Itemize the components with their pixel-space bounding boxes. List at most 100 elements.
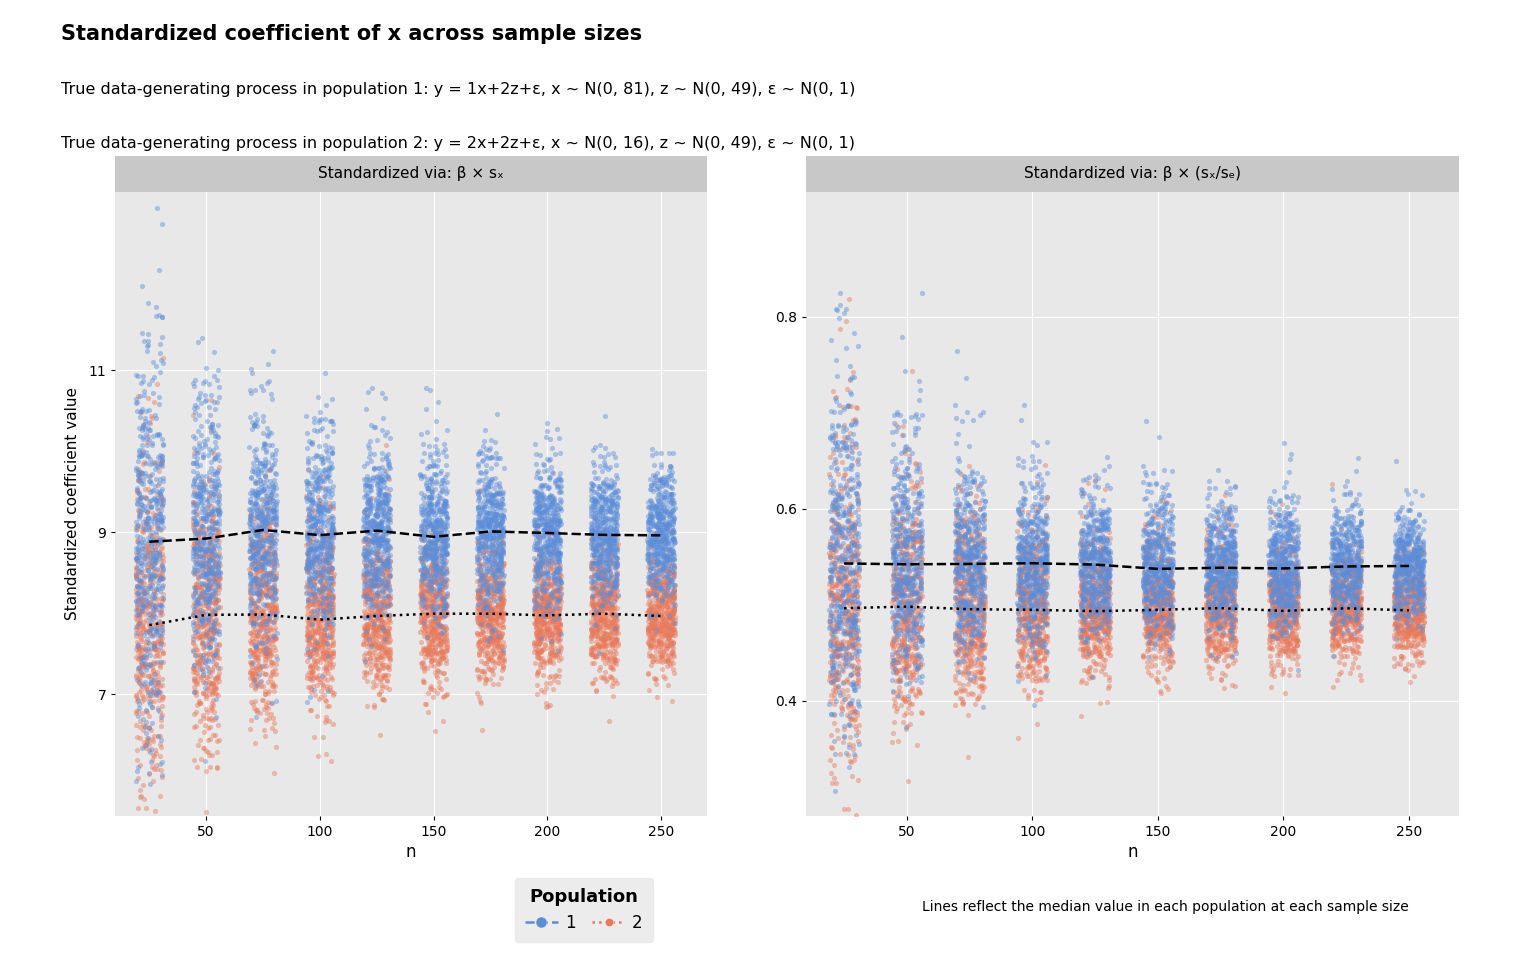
Point [1095,611,1120,626]
Point [641,535,665,550]
Point [948,555,972,570]
Point [522,538,547,553]
Point [581,477,605,492]
Point [1084,618,1109,634]
Point [1210,579,1235,594]
Point [969,565,994,581]
Point [1327,564,1352,580]
Point [1014,592,1038,608]
Point [1086,522,1111,538]
Point [237,654,261,669]
Point [1031,598,1055,613]
Point [364,610,389,625]
Point [140,554,164,569]
Point [433,520,458,536]
Point [524,502,548,517]
Point [547,582,571,597]
Point [906,669,931,684]
Point [1134,629,1158,644]
Point [237,562,261,577]
Point [310,564,335,579]
Point [1218,580,1243,595]
Point [1326,632,1350,647]
Point [1143,525,1167,540]
Point [653,519,677,535]
Point [432,573,456,588]
Point [137,617,161,633]
Point [356,605,381,620]
Point [310,578,335,593]
Point [1395,625,1419,640]
Point [151,473,175,489]
Point [476,506,501,521]
Point [409,562,433,577]
Point [637,603,662,618]
Point [313,709,338,725]
Point [416,490,441,505]
Point [1132,559,1157,574]
Point [895,514,920,529]
Point [260,510,284,525]
Point [641,468,665,483]
Point [129,580,154,595]
Point [181,473,206,489]
Point [819,498,843,514]
Point [650,595,674,611]
Point [367,607,392,622]
Point [1395,602,1419,617]
Point [195,651,220,666]
Point [1273,593,1298,609]
Point [1014,567,1038,583]
Point [481,506,505,521]
Point [140,438,164,453]
Point [419,535,444,550]
Point [1134,590,1158,606]
Point [1344,575,1369,590]
Point [244,576,269,591]
Point [424,621,449,636]
Point [1393,571,1418,587]
Point [585,648,610,663]
Point [485,507,510,522]
Point [539,628,564,643]
Point [1147,581,1172,596]
Point [1032,588,1057,603]
Point [376,506,401,521]
Point [544,501,568,516]
Point [1207,558,1232,573]
Point [376,596,401,612]
Point [312,627,336,642]
Point [1080,629,1104,644]
Point [303,623,327,638]
Point [1072,485,1097,500]
Point [1147,530,1172,545]
Point [410,572,435,588]
Point [131,706,155,721]
Point [487,576,511,591]
Point [138,687,163,703]
Point [316,585,341,600]
Point [310,612,335,628]
Point [1405,532,1430,547]
Point [1220,622,1244,637]
Point [951,640,975,656]
Point [492,606,516,621]
Point [905,549,929,564]
Point [654,654,679,669]
Point [1009,556,1034,571]
Point [968,564,992,579]
Point [1207,574,1232,589]
Point [481,546,505,562]
Point [1267,645,1292,660]
Point [1333,591,1358,607]
Point [134,444,158,460]
Point [834,585,859,600]
Point [542,531,567,546]
Point [542,613,567,629]
Point [321,524,346,540]
Point [144,545,169,561]
Point [432,590,456,606]
Point [1018,475,1043,491]
Point [1149,594,1174,610]
Point [135,511,160,526]
